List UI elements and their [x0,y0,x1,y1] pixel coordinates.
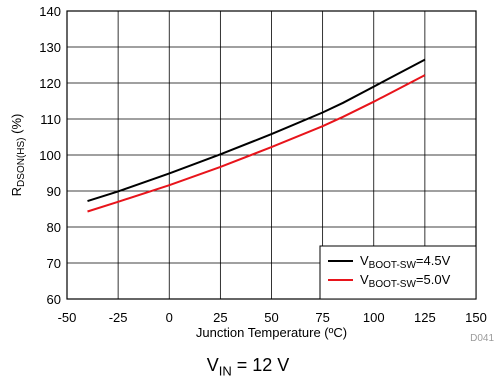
legend-label-tail: =5.0V [416,272,451,287]
x-axis-title: Junction Temperature (ºC) [196,325,347,340]
legend-label-sub: BOOT-SW [369,260,417,271]
y-tick-label: 110 [40,112,61,127]
figure-id: D041 [470,333,494,344]
legend-label-sub: BOOT-SW [369,279,417,290]
y-tick-label: 130 [39,40,61,55]
y-tick-label: 120 [39,76,61,91]
legend-box [319,245,477,300]
x-tick-label: 150 [465,310,487,325]
caption-tail: = 12 V [231,355,290,375]
y-axis-title-sub: DSON(HS) [16,138,27,187]
caption: VIN = 12 V [0,355,496,379]
x-tick-label: -50 [58,310,77,325]
y-tick-label: 60 [47,292,61,307]
x-tick-label: 125 [414,310,436,325]
x-tick-label: 50 [264,310,278,325]
y-axis-title-tail: (%) [9,114,24,138]
x-tick-label: 100 [363,310,385,325]
y-tick-labels: 60 70 80 90 100 110 120 130 140 [39,4,61,307]
y-tick-label: 70 [47,256,61,271]
y-tick-label: 80 [47,220,61,235]
caption-sub: IN [218,363,232,379]
legend-label-main: V [360,272,369,287]
plot-frame [66,10,477,300]
y-tick-label: 90 [47,184,61,199]
y-axis-title-main: R [9,187,24,196]
x-tick-labels: -50 -25 0 25 50 75 100 125 150 [58,310,487,325]
x-tick-label: 75 [315,310,329,325]
series-line-1 [87,58,426,203]
x-tick-label: -25 [109,310,128,325]
x-tick-label: 25 [213,310,227,325]
series-line-2 [87,74,426,213]
caption-main: V [206,355,219,375]
series-layer [87,58,426,213]
legend-label-1: VBOOT-SW=4.5V [360,253,451,271]
legend-label-tail: =4.5V [416,253,451,268]
y-tick-label: 140 [39,4,61,19]
y-axis-title: RDSON(HS) (%) [9,114,27,197]
y-tick-label: 100 [39,148,61,163]
legend-label-2: VBOOT-SW=5.0V [360,272,451,290]
x-tick-label: 0 [166,310,173,325]
legend-label-main: V [360,253,369,268]
